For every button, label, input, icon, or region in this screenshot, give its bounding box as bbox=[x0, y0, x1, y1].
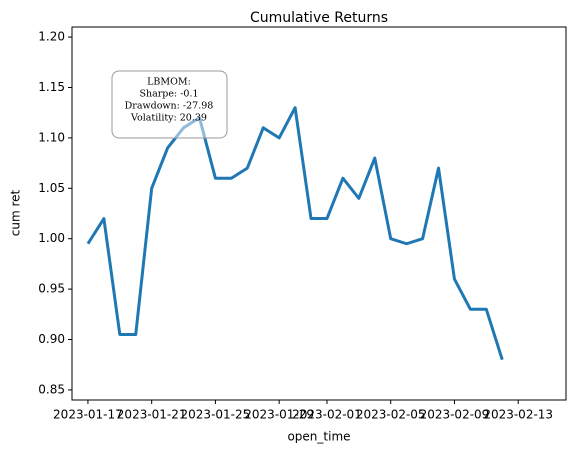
line-series bbox=[86, 106, 504, 361]
y-tick-label: 1.00 bbox=[38, 231, 65, 245]
chart-title: Cumulative Returns bbox=[250, 10, 388, 26]
x-tick-label: 2023-02-13 bbox=[483, 408, 553, 422]
y-tick-label: 0.90 bbox=[38, 332, 65, 346]
y-tick-label: 0.85 bbox=[38, 382, 65, 396]
annotation-box bbox=[111, 70, 228, 139]
y-tick-label: 1.15 bbox=[38, 80, 65, 94]
y-axis-label: cum ret bbox=[9, 189, 23, 236]
annotation-text: Volatility: 20.39 bbox=[130, 113, 207, 124]
axes-frame bbox=[71, 26, 567, 401]
y-tick-label: 1.05 bbox=[38, 181, 65, 195]
annotation-text: LBMOM: bbox=[147, 77, 191, 88]
annotation-text: Sharpe: -0.1 bbox=[139, 89, 198, 100]
x-tick-label: 2023-02-05 bbox=[356, 408, 426, 422]
x-tick-label: 2023-01-25 bbox=[181, 408, 251, 422]
x-tick-label: 2023-02-01 bbox=[292, 408, 362, 422]
y-tick-label: 1.20 bbox=[38, 30, 65, 44]
y-tick-label: 0.95 bbox=[38, 282, 65, 296]
x-tick-label: 2023-01-29 bbox=[244, 408, 314, 422]
x-tick-label: 2023-01-21 bbox=[117, 408, 187, 422]
x-axis-label: open_time bbox=[287, 430, 350, 444]
x-tick-label: 2023-01-17 bbox=[53, 408, 123, 422]
y-tick-label: 1.10 bbox=[38, 130, 65, 144]
x-tick-label: 2023-02-09 bbox=[420, 408, 490, 422]
annotation-text: Drawdown: -27.98 bbox=[125, 101, 214, 112]
